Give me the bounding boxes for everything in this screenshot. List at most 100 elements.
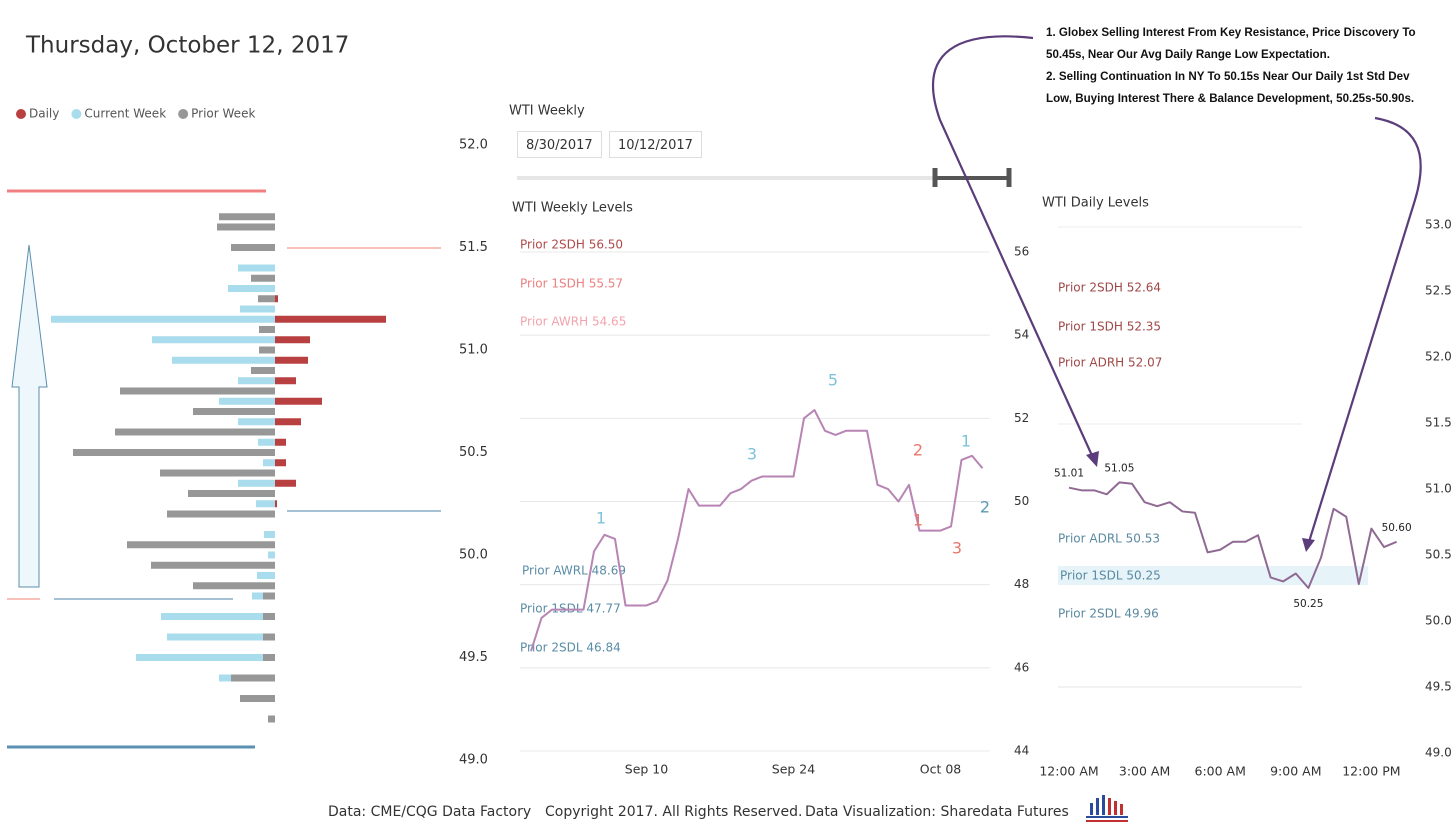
profile-bar [152,336,275,344]
y-tick-label: 51.0 [1425,482,1451,496]
y-tick-label: 49.5 [459,650,488,665]
profile-bar [219,213,275,221]
profile-bar [231,674,275,682]
profile-bar [238,479,275,487]
profile-bar [268,715,275,723]
notes: 1. Globex Selling Interest From Key Resi… [1046,22,1438,110]
y-tick-label: 50.0 [1425,614,1451,628]
y-tick-label: 50 [1014,494,1029,508]
y-tick-label: 52.5 [1425,284,1451,298]
level-band [1058,566,1368,585]
y-tick-label: 50.5 [459,445,488,460]
data-label: 50.60 [1382,522,1412,534]
data-label: 51.01 [1054,468,1084,480]
wave-label: 5 [828,371,838,390]
x-tick-label: 3:00 AM [1119,764,1170,779]
legend-swatch [71,109,82,119]
wave-label: 3 [747,445,757,464]
profile-bar [160,469,275,477]
profile-bar [268,551,275,559]
profile-bar [264,531,275,538]
y-tick-label: 46 [1014,660,1029,674]
y-tick-label: 50.0 [459,548,488,563]
profile-bar [275,315,386,323]
wave-label: 2 [913,441,923,460]
profile-bar [251,367,275,374]
wave-label: 1 [596,509,606,528]
arrow-head [1302,538,1315,552]
profile-bar [259,326,275,333]
x-tick-label: Oct 08 [920,762,962,777]
profile-bar [238,264,275,272]
profile-bar [275,356,308,364]
legend-swatch [178,109,189,119]
profile-bar [263,592,275,600]
profile-bar [228,285,275,292]
profile-bar [193,582,275,590]
wave-label: 1 [961,432,971,451]
y-tick-label: 44 [1014,744,1029,758]
legend-label: Prior Week [191,107,255,121]
profile-bar [136,654,275,661]
page-title: Thursday, October 12, 2017 [25,33,349,59]
profile-bar [275,295,278,303]
y-tick-label: 52.0 [459,138,488,153]
y-tick-label: 49.5 [1425,680,1451,694]
profile-bar [275,397,322,405]
y-tick-label: 54 [1014,328,1029,342]
profile-bar [188,490,275,497]
profile-bar [258,438,275,446]
level-label: Prior 2SDH 56.50 [520,238,623,252]
slicer-title: WTI Weekly [509,104,585,119]
data-label: 51.05 [1104,462,1134,474]
profile-bar [263,459,275,467]
note-arrow [931,35,1096,461]
up-arrow [11,244,48,588]
x-tick-label: 12:00 AM [1039,764,1098,779]
wave-label: 3 [952,539,962,558]
level-label: Prior 1SDH 52.35 [1058,320,1161,334]
footer-copyright: Copyright 2017. All Rights Reserved. [545,804,802,820]
note: 1. Globex Selling Interest From Key Resi… [1046,26,1416,61]
profile-bar [275,479,296,487]
note: 2. Selling Continuation In NY To 50.15s … [1046,70,1415,105]
legend-label: Current Week [84,107,166,121]
chart-title: WTI Weekly Levels [512,201,633,216]
y-tick-label: 51.5 [459,240,488,255]
profile-bar [219,397,275,405]
date-start[interactable]: 8/30/2017 [517,131,602,158]
y-tick-label: 52 [1014,411,1029,425]
level-label: Prior 2SDL 46.84 [520,641,621,655]
profile-bar [161,613,275,620]
legend-swatch [16,109,26,119]
level-label: Prior AWRH 54.65 [520,315,626,329]
profile-bar [275,459,286,467]
legend-label: Daily [29,107,59,121]
data-label: 50.25 [1293,598,1323,610]
level-label: Prior ADRL 50.53 [1058,532,1160,546]
level-label: Prior AWRL 48.69 [522,564,626,578]
profile-bar [257,572,275,579]
y-tick-label: 51.5 [1425,416,1451,430]
profile-bar [51,315,275,323]
profile-bar [258,295,275,303]
footer-source: Data: CME/CQG Data Factory [328,804,531,820]
level-label: Prior 1SDL 50.25 [1060,569,1161,583]
profile-bar [263,613,275,620]
profile-bar [127,541,275,549]
profile-bar [240,695,275,702]
profile-bar [275,336,310,344]
x-tick-label: 9:00 AM [1270,764,1321,779]
level-label: Prior 1SDH 55.57 [520,277,623,291]
profile-bar [151,561,275,569]
chart-title: WTI Daily Levels [1042,196,1149,211]
date-end[interactable]: 10/12/2017 [609,131,702,158]
profile-bar [172,356,275,364]
y-tick-label: 49.0 [459,753,488,768]
profile-bar [259,346,275,354]
level-label: Prior ADRH 52.07 [1058,356,1162,370]
profile-bar [275,418,301,426]
profile-bar [115,428,275,436]
profile-bar [240,305,275,313]
